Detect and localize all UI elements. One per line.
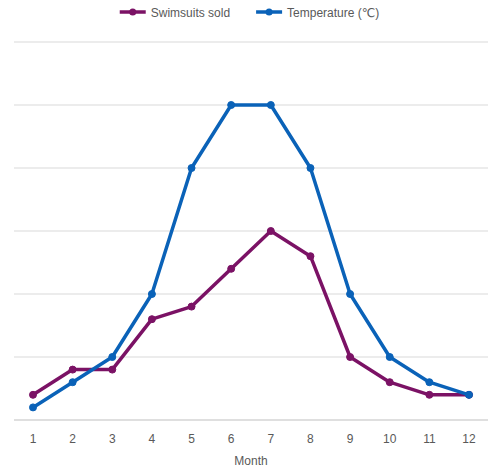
x-tick-label: 11 — [423, 432, 436, 446]
grid-line — [14, 294, 488, 295]
x-axis-label: Month — [234, 454, 267, 468]
x-tick-label: 9 — [347, 432, 354, 446]
x-tick-label: 5 — [188, 432, 195, 446]
series-line — [33, 105, 469, 407]
series-marker — [307, 165, 314, 172]
series-marker — [188, 303, 195, 310]
chart-container: 123456789101112MonthSwimsuits soldTemper… — [0, 0, 499, 474]
series-marker — [386, 354, 393, 361]
series-marker — [426, 391, 433, 398]
series-marker — [69, 379, 76, 386]
series-line — [33, 231, 469, 395]
series-marker — [347, 291, 354, 298]
legend: Swimsuits sold Temperature (℃) — [120, 6, 380, 20]
chart: 123456789101112MonthSwimsuits soldTemper… — [0, 0, 499, 474]
x-tick-label: 7 — [267, 432, 274, 446]
legend-item: Temperature (℃) — [256, 6, 379, 20]
grid-line — [14, 357, 488, 358]
legend-label: Swimsuits sold — [151, 6, 230, 20]
grid-line — [14, 168, 488, 169]
legend-marker — [129, 9, 136, 16]
x-tick-label: 1 — [30, 432, 37, 446]
grid-line — [14, 42, 488, 43]
series-marker — [267, 228, 274, 235]
x-tick-label: 6 — [228, 432, 235, 446]
series-marker — [386, 379, 393, 386]
plot-area — [30, 102, 473, 411]
series-marker — [109, 354, 116, 361]
legend-marker — [266, 9, 273, 16]
x-tick-label: 4 — [149, 432, 156, 446]
series-marker — [466, 391, 473, 398]
x-tick-label: 2 — [69, 432, 76, 446]
series-marker — [307, 253, 314, 260]
series-marker — [148, 316, 155, 323]
grid-line — [14, 231, 488, 232]
series-marker — [466, 391, 473, 398]
series-marker — [188, 165, 195, 172]
series-marker — [69, 366, 76, 373]
legend-item: Swimsuits sold — [120, 6, 230, 20]
x-tick-label: 3 — [109, 432, 116, 446]
series-marker — [148, 291, 155, 298]
series-marker — [109, 366, 116, 373]
legend-label: Temperature (℃) — [287, 6, 379, 20]
series-marker — [426, 379, 433, 386]
series-marker — [267, 102, 274, 109]
series-marker — [30, 391, 37, 398]
x-tick-label: 10 — [383, 432, 397, 446]
x-tick-label: 8 — [307, 432, 314, 446]
x-tick-label: 12 — [462, 432, 476, 446]
series-marker — [228, 265, 235, 272]
series-marker — [347, 354, 354, 361]
x-axis-line — [14, 420, 488, 421]
series-marker — [30, 404, 37, 411]
series-marker — [228, 102, 235, 109]
